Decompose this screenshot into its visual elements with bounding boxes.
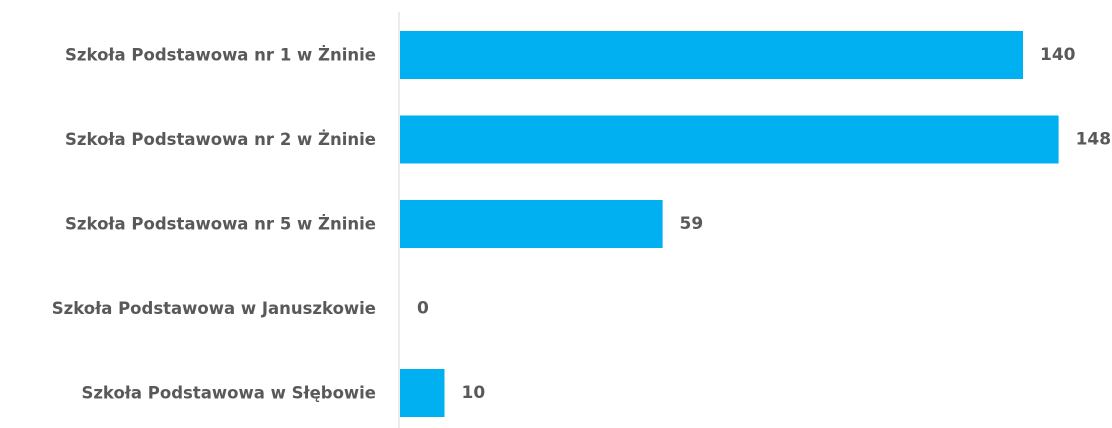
category-label-1: Szkoła Podstawowa nr 1 w Żninie — [65, 46, 376, 65]
data-label-5: 10 — [462, 383, 486, 403]
bar-3 — [400, 200, 663, 248]
bar-2 — [400, 115, 1059, 164]
data-label-3: 59 — [680, 214, 704, 234]
bar-5 — [400, 369, 445, 417]
bar-1 — [400, 31, 1023, 79]
category-labels-group: Szkoła Podstawowa nr 1 w Żninie Szkoła Po… — [52, 46, 376, 403]
bars-group — [400, 31, 1059, 417]
data-label-2: 148 — [1076, 130, 1112, 150]
category-label-5: Szkoła Podstawowa w Słębowie — [81, 384, 376, 403]
category-label-2: Szkoła Podstawowa nr 2 w Żninie — [65, 130, 376, 149]
data-label-4: 0 — [417, 299, 429, 319]
category-label-4: Szkoła Podstawowa w Januszkowie — [52, 299, 376, 318]
data-label-1: 140 — [1040, 45, 1076, 65]
category-label-3: Szkoła Podstawowa nr 5 w Żninie — [65, 215, 376, 234]
data-labels-group: 140 148 59 0 10 — [417, 45, 1111, 403]
